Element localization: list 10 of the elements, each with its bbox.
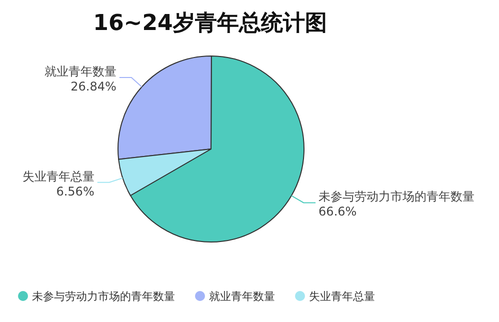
chart-title: 16~24岁青年总统计图 [93, 10, 327, 36]
legend-label: 失业青年总量 [309, 290, 375, 303]
slice-label: 未参与劳动力市场的青年数量 [318, 190, 475, 204]
legend-label: 就业青年数量 [209, 290, 275, 303]
data-label: 26.84% [70, 80, 116, 94]
data-label: 6.56% [56, 184, 94, 198]
data-label: 66.6% [318, 204, 357, 219]
slice-label: 就业青年数量 [44, 64, 116, 79]
slice-label: 失业青年总量 [22, 169, 94, 184]
legend-label: 未参与劳动力市场的青年数量 [32, 290, 175, 303]
